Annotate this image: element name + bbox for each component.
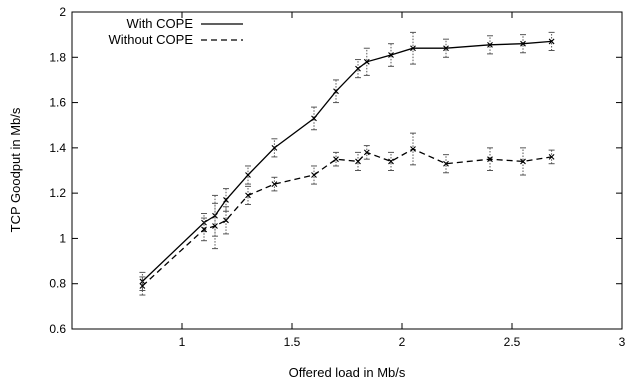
data-point [363, 149, 370, 156]
data-point [355, 158, 361, 165]
plot-area-frame [71, 11, 623, 330]
legend-label: Without COPE [108, 32, 193, 47]
x-tick-label: 3 [619, 335, 626, 349]
data-point [355, 65, 361, 72]
x-axis-label: Offered load in Mb/s [289, 365, 406, 380]
data-point [212, 223, 218, 229]
data-point [363, 58, 370, 65]
data-point [520, 40, 526, 47]
data-point [548, 154, 555, 160]
data-point [443, 45, 449, 52]
series-line [141, 40, 552, 282]
x-tick-label: 2.5 [504, 335, 521, 349]
data-point [487, 156, 493, 163]
axis-ticks: 0.6 0.8 1 1.2 1.4 1.6 1.8 2 1 1.5 2 2.5 3 [49, 5, 625, 349]
data-point [388, 52, 394, 58]
data-point [410, 45, 416, 52]
y-tick-label: 1.6 [49, 96, 66, 110]
x-tick-label: 2 [399, 335, 406, 349]
data-point [139, 283, 146, 289]
y-tick-label: 0.8 [49, 277, 66, 291]
y-tick-label: 2 [59, 5, 66, 19]
data-point [212, 212, 218, 219]
data-point [245, 172, 251, 178]
data-point [311, 172, 317, 178]
data-point [223, 197, 229, 203]
x-tick-label: 1 [179, 335, 186, 349]
x-tick-label: 1.5 [284, 335, 301, 349]
data-point [333, 88, 339, 95]
series-layer [139, 31, 555, 296]
series-with-cope [139, 31, 555, 292]
legend-label: With COPE [127, 16, 194, 31]
data-point [443, 160, 449, 167]
data-point [410, 146, 416, 152]
data-point [245, 192, 251, 199]
data-point [223, 217, 229, 224]
y-axis-label: TCP Goodput in Mb/s [8, 107, 23, 232]
data-point [271, 181, 278, 187]
data-point [520, 158, 526, 165]
y-tick-label: 1.8 [49, 50, 66, 64]
y-tick-label: 1.2 [49, 186, 66, 200]
data-point [548, 38, 555, 45]
y-tick-label: 0.6 [49, 322, 66, 336]
data-point [388, 158, 394, 165]
data-point [333, 156, 339, 163]
y-tick-label: 1 [59, 231, 66, 245]
series-line [141, 148, 552, 287]
data-point [201, 226, 207, 233]
data-point [271, 144, 278, 151]
series-without-cope [139, 132, 555, 296]
data-point [139, 278, 146, 285]
data-point [487, 41, 493, 48]
y-tick-label: 1.4 [49, 141, 66, 155]
data-point [311, 115, 317, 122]
